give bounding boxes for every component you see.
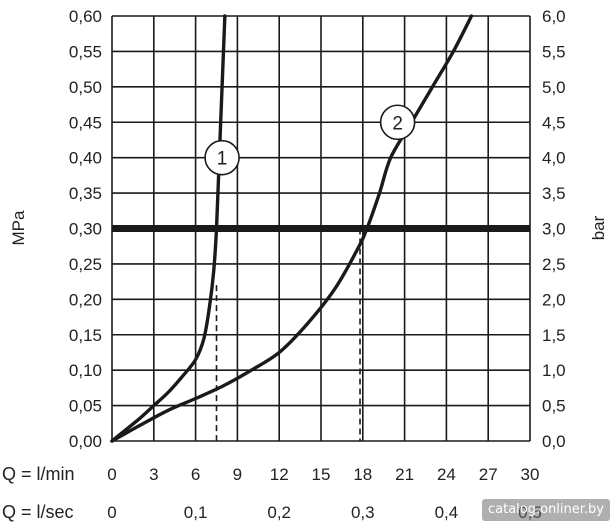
x-primary-axis-prefix: Q = l/min: [2, 464, 75, 484]
y-right-tick-label: 5,5: [542, 42, 566, 61]
y-left-tick-label: 0,15: [69, 326, 102, 345]
x-secondary-tick-label: 0,3: [351, 503, 375, 522]
y-left-tick-label: 0,60: [69, 7, 102, 26]
y-right-tick-label: 4,5: [542, 113, 566, 132]
y-left-tick-label: 0,50: [69, 78, 102, 97]
x-secondary-tick-label: 0,4: [435, 503, 459, 522]
y-right-tick-label: 2,0: [542, 290, 566, 309]
y-right-tick-label: 5,0: [542, 78, 566, 97]
y-right-tick-label: 1,5: [542, 326, 566, 345]
y-right-tick-label: 0,0: [542, 432, 566, 451]
series-marker-1: [204, 139, 240, 176]
y-right-tick-label: 4,0: [542, 149, 566, 168]
y-left-tick-label: 0,20: [69, 290, 102, 309]
x-primary-tick-label: 3: [149, 465, 158, 484]
y-left-tick-label: 0,45: [69, 113, 102, 132]
x-primary-tick-label: 6: [191, 465, 200, 484]
x-secondary-axis-prefix: Q = l/sec: [2, 502, 74, 522]
x-secondary-tick-label: 0,1: [184, 503, 208, 522]
x-primary-tick-label: 21: [395, 465, 414, 484]
x-secondary-tick-label: 0: [107, 503, 116, 522]
y-left-tick-label: 0,35: [69, 184, 102, 203]
y-left-tick-label: 0,25: [69, 255, 102, 274]
y-right-axis-title: bar: [589, 215, 608, 240]
y-right-tick-label: 2,5: [542, 255, 566, 274]
x-primary-tick-label: 15: [312, 465, 331, 484]
y-left-tick-label: 0,05: [69, 397, 102, 416]
y-right-tick-label: 1,0: [542, 361, 566, 380]
y-left-tick-label: 0,10: [69, 361, 102, 380]
series: 12: [110, 14, 530, 443]
y-right-tick-label: 3,0: [542, 220, 566, 239]
y-right-tick-label: 3,5: [542, 184, 566, 203]
x-primary-tick-labels: 0 3 6 9 12 15 18 21 24 27 30: [107, 465, 539, 484]
y-left-tick-labels: 0,00 0,05 0,10 0,15 0,20 0,25 0,30 0,35 0,40 0,45…: [69, 7, 102, 451]
x-primary-tick-label: 18: [353, 465, 372, 484]
x-primary-tick-label: 27: [479, 465, 498, 484]
series-line-2: [110, 14, 474, 443]
x-secondary-tick-label: 0,2: [267, 503, 291, 522]
y-left-tick-label: 0,00: [69, 432, 102, 451]
y-left-tick-label: 0,40: [69, 149, 102, 168]
y-left-axis-title: MPa: [9, 210, 28, 246]
series-label-1: 1: [217, 149, 228, 170]
series-label-2: 2: [392, 113, 403, 134]
y-left-tick-label: 0,30: [69, 220, 102, 239]
x-primary-tick-label: 24: [437, 465, 456, 484]
x-primary-tick-label: 30: [521, 465, 540, 484]
y-right-tick-label: 0,5: [542, 397, 566, 416]
x-primary-tick-label: 0: [107, 465, 116, 484]
x-secondary-tick-labels: 00,10,20,30,40,5: [107, 503, 542, 522]
y-right-tick-label: 6,0: [542, 7, 566, 26]
series-marker-2: [379, 104, 416, 141]
y-right-tick-labels: 0,0 0,5 1,0 1,5 2,0 2,5 3,0 3,5 4,0 4,5 5,0 5,5 6,0: [542, 7, 566, 451]
x-primary-tick-label: 12: [270, 465, 289, 484]
x-primary-tick-label: 9: [233, 465, 242, 484]
y-left-tick-label: 0,55: [69, 42, 102, 61]
watermark: catalog.onliner.by: [481, 499, 610, 521]
